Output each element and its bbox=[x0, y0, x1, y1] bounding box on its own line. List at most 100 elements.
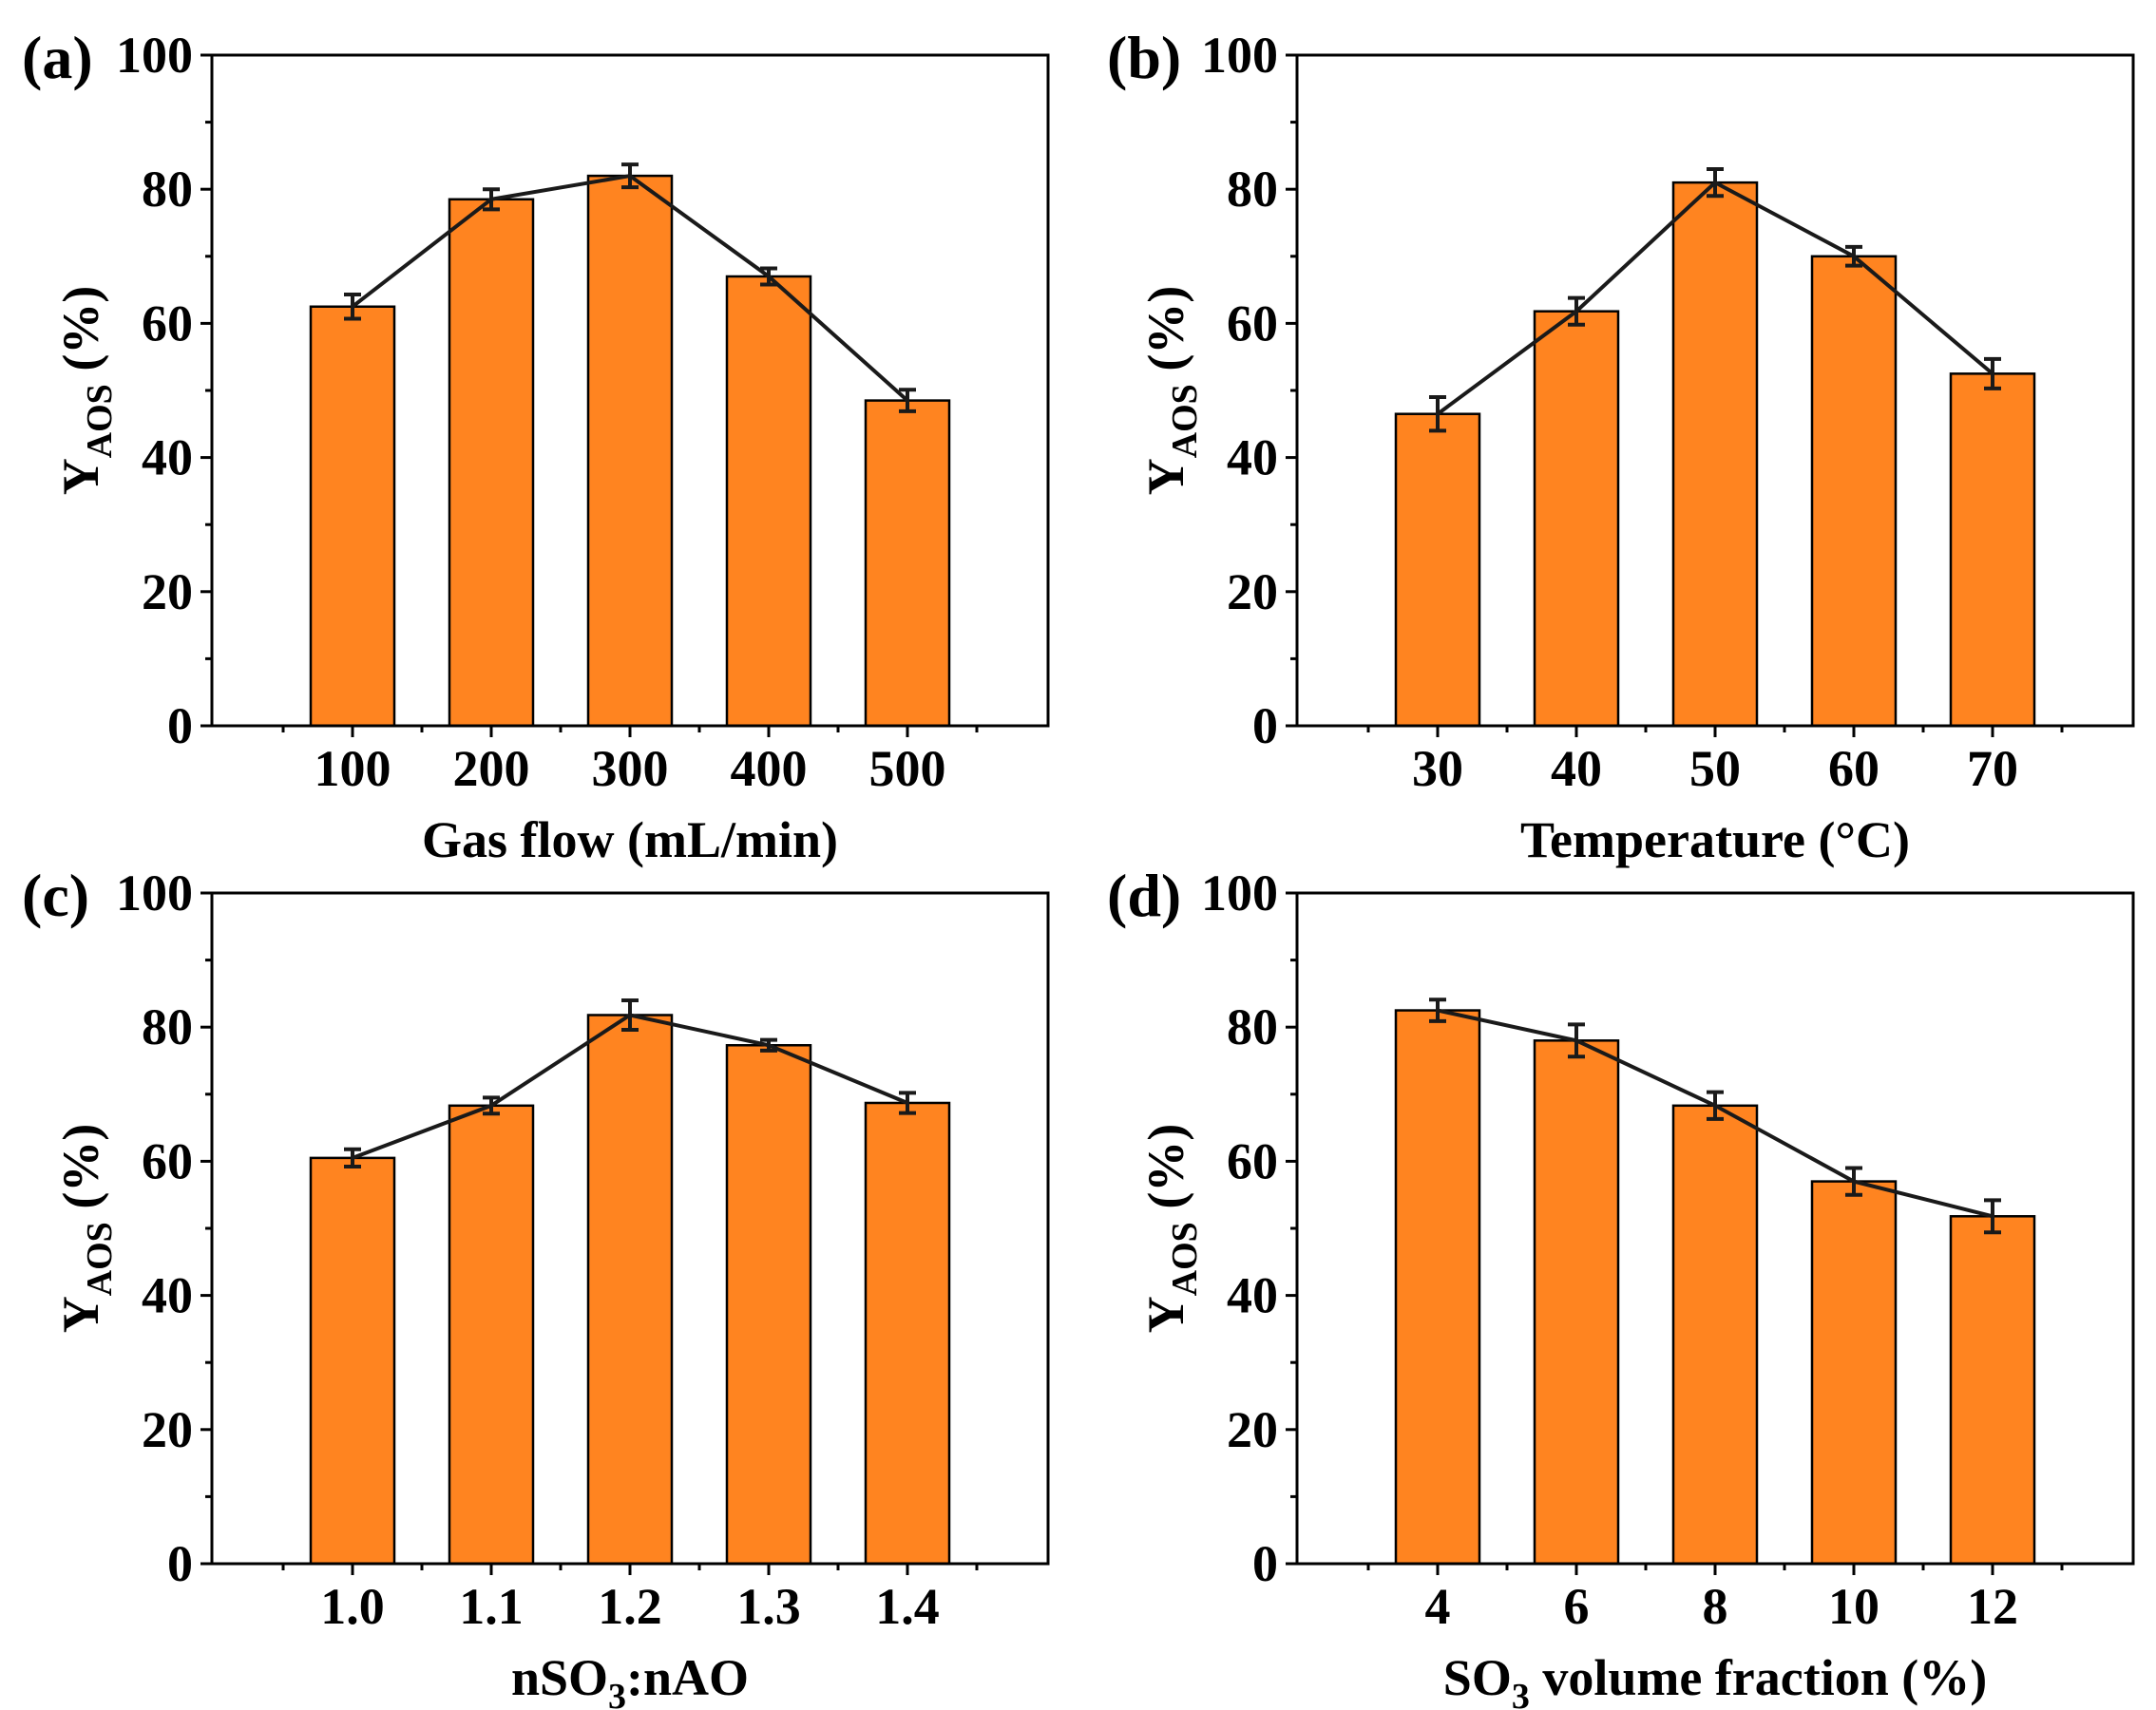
bar bbox=[448, 1104, 535, 1566]
y-tick-label: 60 bbox=[142, 1132, 193, 1189]
chart-panel-b: 0 20 40 60 80 100 30 40 50 60 70 Temperature (°C) YA… bbox=[1107, 24, 2135, 868]
chart-panel-a: 0 20 40 60 80 100 100 200 300 400 500 Gas flow (mL/… bbox=[22, 24, 1050, 868]
bar bbox=[1671, 1104, 1759, 1566]
x-tick-label: 6 bbox=[1564, 1578, 1590, 1635]
error-bar bbox=[344, 293, 361, 321]
x-tick-label: 30 bbox=[1412, 740, 1463, 797]
y-tick-label: 100 bbox=[1201, 27, 1278, 84]
bar bbox=[725, 275, 812, 728]
y-tick-label: 0 bbox=[167, 1535, 193, 1592]
bar bbox=[1671, 180, 1759, 728]
bar bbox=[1810, 1180, 1898, 1566]
bar bbox=[309, 1156, 396, 1566]
bar bbox=[864, 1101, 951, 1566]
y-tick-label: 20 bbox=[142, 563, 193, 620]
y-tick-label: 80 bbox=[142, 161, 193, 218]
y-tick-label: 20 bbox=[1227, 1401, 1278, 1458]
y-tick-label: 20 bbox=[1227, 563, 1278, 620]
error-bar bbox=[1568, 295, 1585, 327]
x-tick-label: 400 bbox=[731, 740, 808, 797]
x-axis-title: Temperature (°C) bbox=[1520, 811, 1910, 868]
y-tick-label: 0 bbox=[167, 697, 193, 754]
x-tick-label: 4 bbox=[1425, 1578, 1451, 1635]
y-tick-label: 60 bbox=[142, 294, 193, 352]
error-bar bbox=[899, 388, 916, 413]
error-bar bbox=[1429, 395, 1446, 433]
x-tick-label: 100 bbox=[315, 740, 391, 797]
error-bar bbox=[483, 1095, 500, 1116]
error-bar bbox=[1845, 1166, 1862, 1197]
bar bbox=[725, 1044, 812, 1566]
x-axis-title: nSO3:nAO bbox=[511, 1649, 749, 1710]
error-bar bbox=[1707, 167, 1724, 199]
y-tick-label: 100 bbox=[1201, 864, 1278, 922]
y-tick-label: 60 bbox=[1227, 1132, 1278, 1189]
error-bar bbox=[621, 998, 639, 1033]
error-bar bbox=[1429, 998, 1446, 1023]
y-tick-label: 80 bbox=[1227, 998, 1278, 1055]
y-axis-title: YAOS (%) bbox=[1137, 1124, 1205, 1334]
bar bbox=[1949, 1215, 2036, 1566]
x-tick-label: 1.4 bbox=[875, 1578, 940, 1635]
x-tick-label: 40 bbox=[1551, 740, 1602, 797]
bar bbox=[586, 1014, 674, 1566]
bar bbox=[1394, 1009, 1481, 1566]
x-tick-label: 10 bbox=[1828, 1578, 1879, 1635]
error-bar bbox=[344, 1147, 361, 1169]
x-tick-label: 1.3 bbox=[736, 1578, 801, 1635]
bar bbox=[1810, 255, 1898, 728]
error-bar bbox=[1707, 1090, 1724, 1121]
y-tick-label: 40 bbox=[1227, 429, 1278, 486]
x-tick-label: 50 bbox=[1689, 740, 1741, 797]
y-tick-label: 0 bbox=[1252, 697, 1278, 754]
y-tick-label: 40 bbox=[142, 1267, 193, 1324]
x-axis-title: Gas flow (mL/min) bbox=[422, 811, 838, 868]
error-bar bbox=[483, 187, 500, 212]
error-bar bbox=[1845, 244, 1862, 268]
bar bbox=[864, 399, 951, 728]
y-tick-label: 0 bbox=[1252, 1535, 1278, 1592]
error-bar bbox=[760, 1037, 777, 1053]
x-tick-label: 8 bbox=[1703, 1578, 1728, 1635]
y-tick-label: 100 bbox=[116, 27, 193, 84]
x-tick-label: 500 bbox=[869, 740, 946, 797]
panel-label: (c) bbox=[22, 862, 89, 929]
chart-panel-d: 0 20 40 60 80 100 4 6 8 10 12 SO3 volume fraction (… bbox=[1107, 862, 2135, 1710]
error-bar bbox=[899, 1091, 916, 1115]
x-tick-label: 1.1 bbox=[459, 1578, 524, 1635]
x-tick-label: 300 bbox=[592, 740, 669, 797]
x-tick-label: 200 bbox=[453, 740, 530, 797]
y-tick-label: 40 bbox=[142, 429, 193, 486]
y-axis-title: YAOS (%) bbox=[1137, 286, 1205, 496]
y-axis-title: YAOS (%) bbox=[52, 1124, 120, 1334]
panel-label: (a) bbox=[22, 24, 93, 91]
y-tick-label: 20 bbox=[142, 1401, 193, 1458]
y-tick-label: 80 bbox=[1227, 161, 1278, 218]
error-bar bbox=[621, 162, 639, 190]
x-tick-label: 12 bbox=[1967, 1578, 2018, 1635]
x-tick-label: 1.2 bbox=[598, 1578, 662, 1635]
error-bar bbox=[1568, 1022, 1585, 1059]
error-bar bbox=[760, 266, 777, 287]
error-bar bbox=[1984, 1198, 2001, 1235]
bar bbox=[586, 174, 674, 728]
panel-label: (d) bbox=[1107, 862, 1181, 929]
bar bbox=[1949, 372, 2036, 728]
bar bbox=[1394, 412, 1481, 728]
error-bar bbox=[1984, 356, 2001, 390]
bar bbox=[1533, 1039, 1620, 1566]
chart-panel-c: 0 20 40 60 80 100 1.0 1.1 1.2 1.3 1.4 nSO3:nAO YAOS … bbox=[22, 862, 1050, 1710]
bar bbox=[1533, 310, 1620, 728]
bar bbox=[448, 198, 535, 728]
x-tick-label: 60 bbox=[1828, 740, 1879, 797]
x-axis-title: SO3 volume fraction (%) bbox=[1443, 1649, 1987, 1710]
y-tick-label: 100 bbox=[116, 864, 193, 922]
y-tick-label: 80 bbox=[142, 998, 193, 1055]
panel-label: (b) bbox=[1107, 24, 1181, 91]
x-tick-label: 1.0 bbox=[320, 1578, 385, 1635]
y-axis-title: YAOS (%) bbox=[52, 286, 120, 496]
y-tick-label: 60 bbox=[1227, 294, 1278, 352]
y-tick-label: 40 bbox=[1227, 1267, 1278, 1324]
bar bbox=[309, 305, 396, 728]
